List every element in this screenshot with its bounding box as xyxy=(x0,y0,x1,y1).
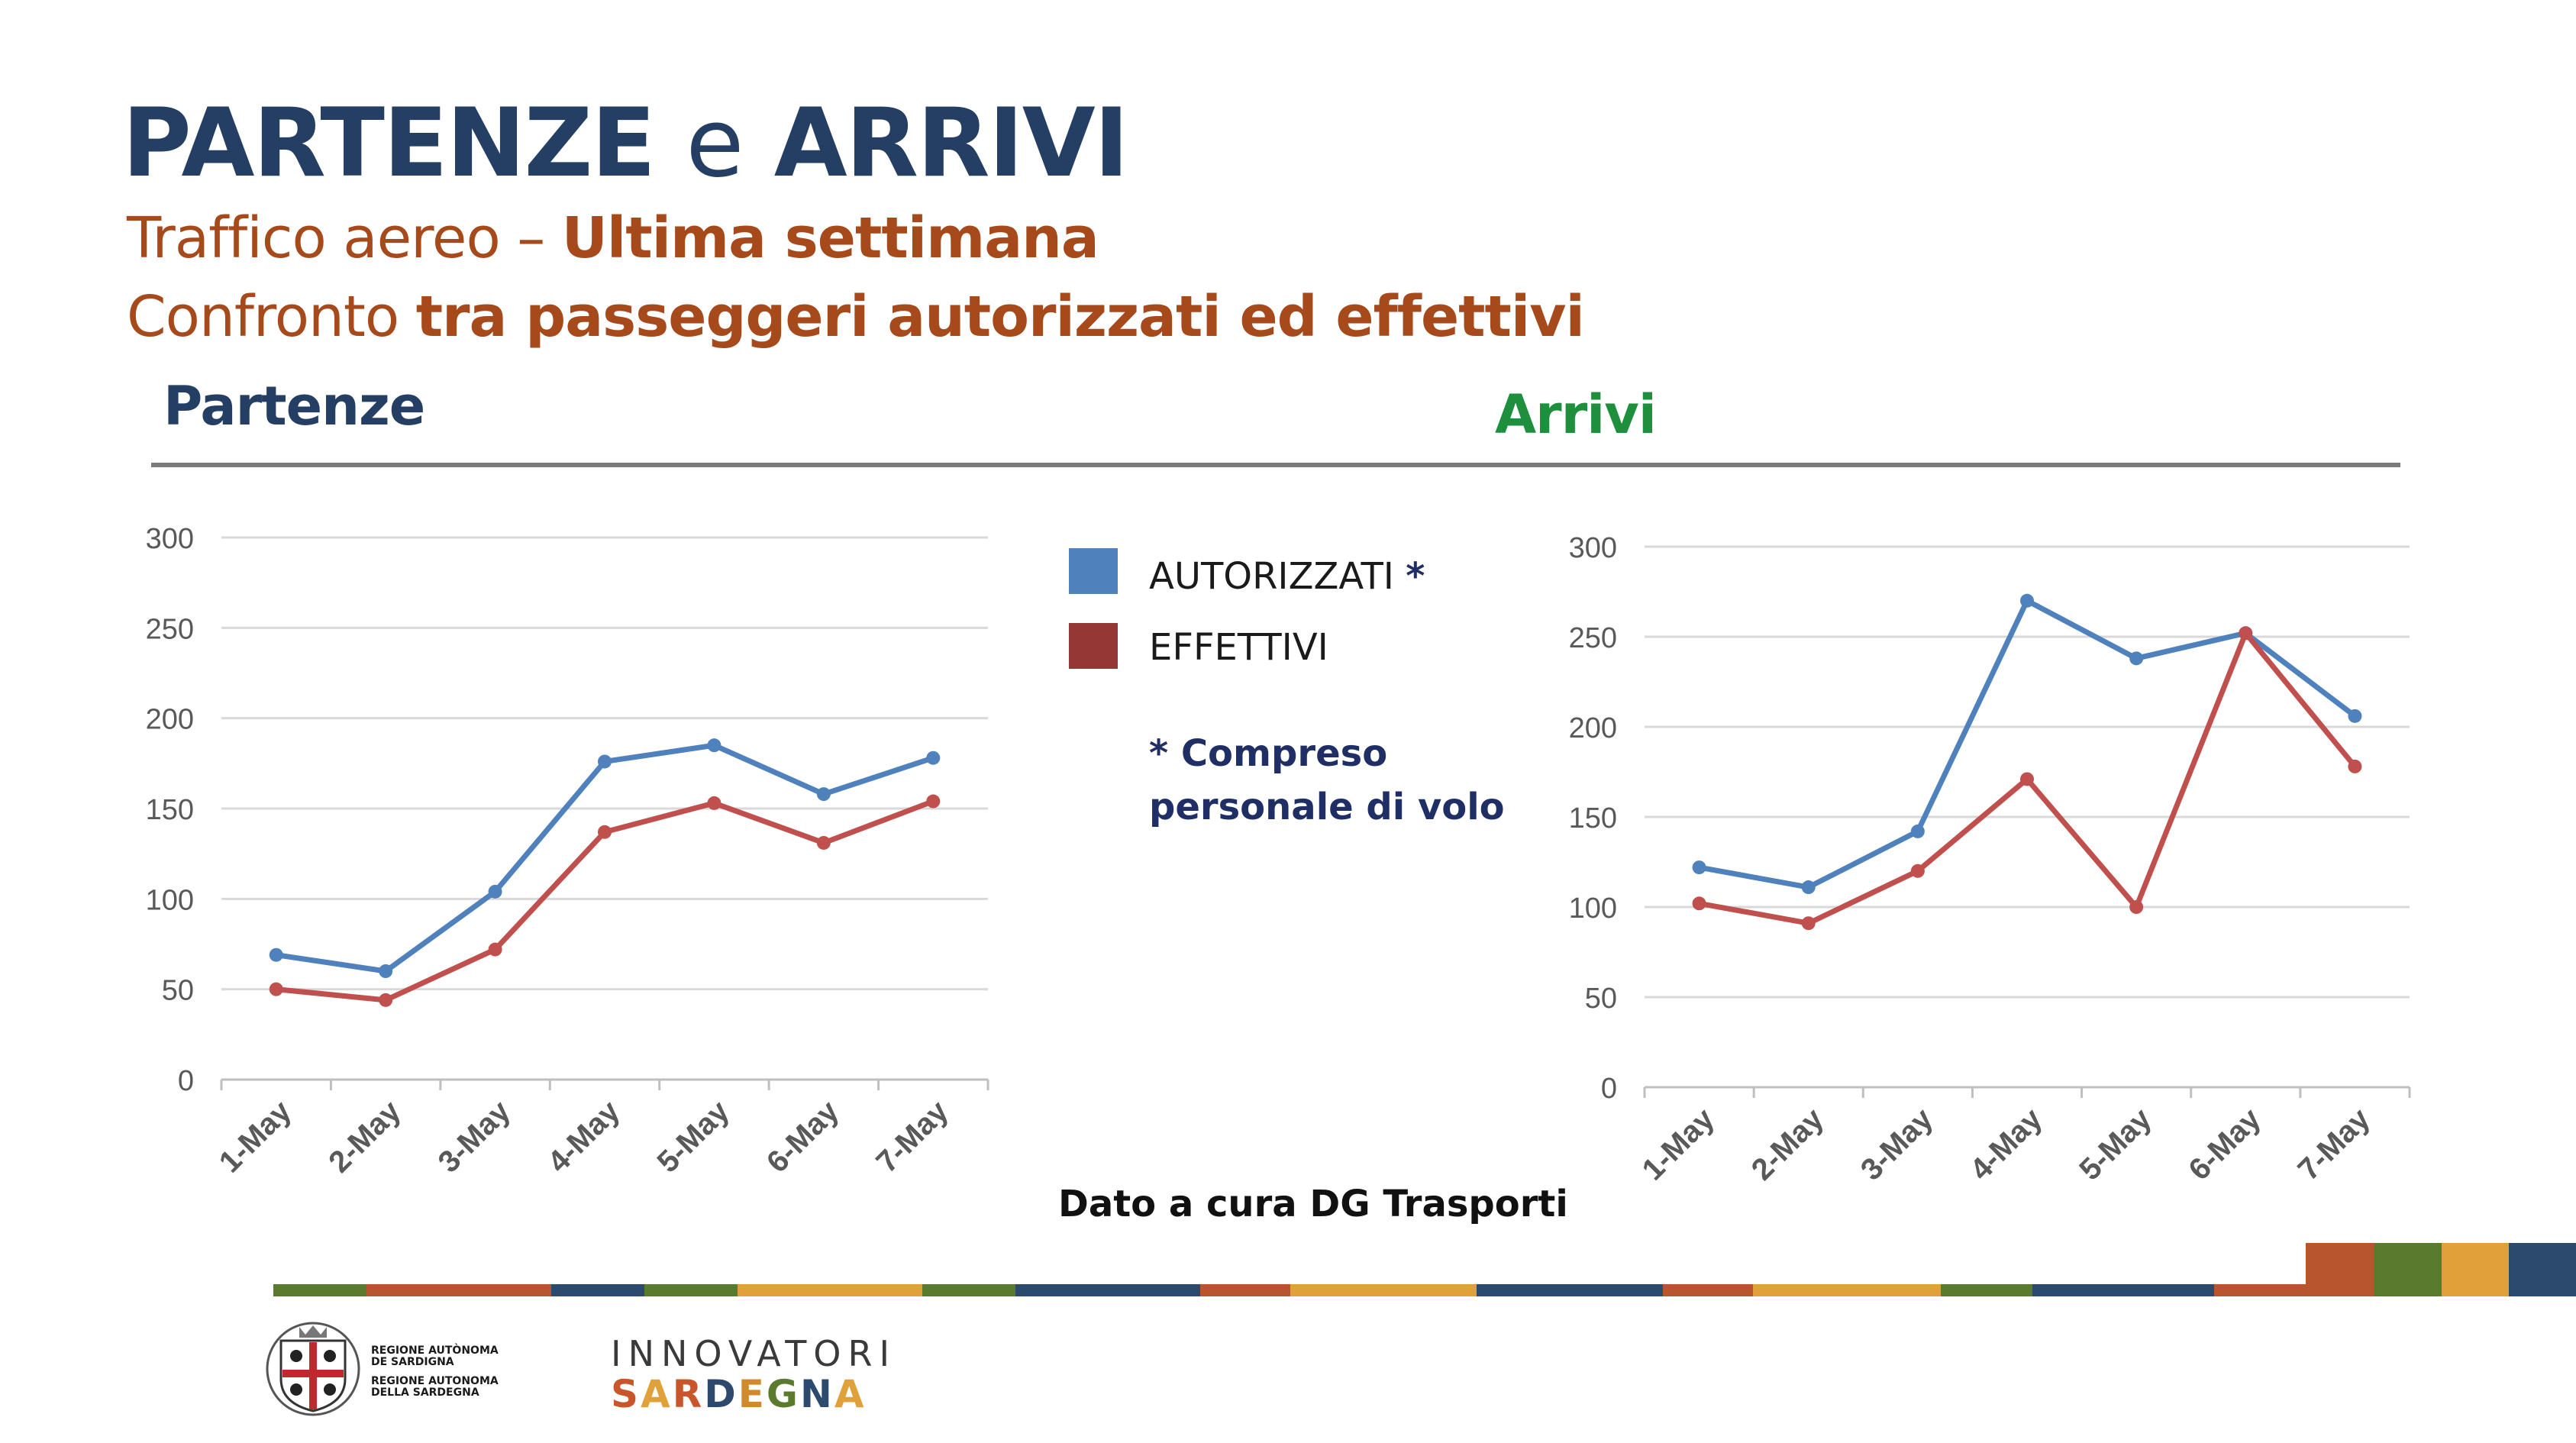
x-tick-label: 6-May xyxy=(2182,1102,2268,1187)
y-tick-label: 250 xyxy=(146,613,194,645)
region-name-italian-1: REGIONE AUTONOMA xyxy=(371,1375,499,1387)
sardegna-letter: R xyxy=(672,1372,705,1416)
sardegna-letter: S xyxy=(611,1372,641,1416)
data-source-note: Dato a cura DG Trasporti xyxy=(1058,1183,1568,1225)
title-part-partenze: PARTENZE xyxy=(122,89,656,199)
y-tick-label: 100 xyxy=(1569,893,1617,925)
y-tick-label: 150 xyxy=(1569,802,1617,834)
sardegna-letter: A xyxy=(834,1372,867,1416)
y-tick-label: 200 xyxy=(146,704,194,736)
data-point xyxy=(707,738,721,753)
legend-footnote: * Compreso personale di volo xyxy=(1149,732,1505,828)
y-tick-label: 100 xyxy=(146,884,194,916)
y-tick-label: 50 xyxy=(1585,983,1617,1015)
data-point xyxy=(2239,626,2253,641)
sardegna-letter: D xyxy=(704,1372,738,1416)
innovatori-logo-text: INNOVATORI xyxy=(611,1333,897,1374)
legend-swatch-autorizzati xyxy=(1069,548,1118,594)
data-point xyxy=(2020,593,2034,608)
title-part-arrivi: ARRIVI xyxy=(773,89,1129,199)
data-point xyxy=(816,835,831,850)
y-tick-label: 0 xyxy=(178,1065,194,1097)
title-connector: e xyxy=(686,89,744,199)
data-point xyxy=(926,794,941,809)
y-tick-label: 50 xyxy=(162,975,194,1007)
legend-label-effettivi: EFFETTIVI xyxy=(1149,626,1328,669)
sardegna-logo-text: SARDEGNA xyxy=(611,1373,867,1416)
subtitle-traffic-bold: Ultima settimana xyxy=(561,205,1099,271)
sardegna-letter: A xyxy=(641,1372,673,1416)
subtitle-comparison-normal: Confronto xyxy=(127,284,416,350)
sardegna-letter: G xyxy=(766,1372,800,1416)
subtitle-traffic: Traffico aereo – Ultima settimana xyxy=(127,204,1099,273)
data-point xyxy=(707,796,721,810)
region-name-sardinian-1: REGIONE AUTÒNOMA xyxy=(371,1345,499,1357)
data-point xyxy=(2129,900,2144,914)
sardegna-letter: E xyxy=(738,1372,767,1416)
x-tick-label: 7-May xyxy=(2292,1102,2377,1187)
data-point xyxy=(488,884,502,899)
data-point xyxy=(1801,916,1816,931)
x-tick-label: 5-May xyxy=(2073,1102,2158,1187)
page-title: PARTENZE e ARRIVI xyxy=(122,89,1129,199)
regional-coat-of-arms-icon xyxy=(266,1322,360,1416)
y-tick-label: 250 xyxy=(1569,622,1617,654)
data-point xyxy=(269,947,283,962)
legend-label-autorizzati: AUTORIZZATI * xyxy=(1149,554,1425,599)
sardegna-letter: N xyxy=(799,1372,834,1416)
data-point xyxy=(379,993,393,1007)
data-point xyxy=(1801,880,1816,895)
data-point xyxy=(379,964,393,978)
data-point xyxy=(1910,864,1925,878)
subtitle-comparison: Confronto tra passeggeri autorizzati ed … xyxy=(127,282,1585,351)
data-point xyxy=(926,751,941,765)
subtitle-comparison-bold: tra passeggeri autorizzati ed effettivi xyxy=(415,284,1585,350)
y-tick-label: 0 xyxy=(1601,1073,1617,1105)
data-point xyxy=(1692,896,1706,911)
y-tick-label: 300 xyxy=(1569,532,1617,564)
header-divider xyxy=(151,463,2400,467)
data-point xyxy=(2020,772,2034,786)
data-point xyxy=(598,754,612,769)
y-tick-label: 150 xyxy=(146,794,194,826)
arrivi-chart-title: Arrivi xyxy=(1495,383,1657,446)
legend-swatch-effettivi xyxy=(1069,623,1118,669)
y-tick-label: 300 xyxy=(146,523,194,555)
data-point xyxy=(598,825,612,839)
data-point xyxy=(2348,709,2362,723)
data-point xyxy=(2348,759,2362,773)
legend-asterisk: * xyxy=(1406,555,1425,598)
x-tick-label: 2-May xyxy=(1745,1102,1831,1187)
subtitle-traffic-normal: Traffico aereo – xyxy=(127,205,562,271)
x-tick-label: 4-May xyxy=(1964,1102,2049,1187)
legend-autorizzati-text: AUTORIZZATI xyxy=(1149,555,1394,598)
data-point xyxy=(488,942,502,957)
data-point xyxy=(2129,651,2144,666)
data-point xyxy=(1910,824,1925,838)
data-point xyxy=(816,787,831,802)
region-name-sardinian-2: DE SARDIGNA xyxy=(371,1356,454,1368)
partenze-chart-title: Partenze xyxy=(163,375,425,437)
x-tick-label: 3-May xyxy=(1855,1102,1940,1187)
data-point xyxy=(269,982,283,996)
x-tick-label: 1-May xyxy=(1636,1102,1722,1187)
y-tick-label: 200 xyxy=(1569,712,1617,744)
data-point xyxy=(1692,860,1706,875)
region-name-italian-2: DELLA SARDEGNA xyxy=(371,1387,479,1399)
